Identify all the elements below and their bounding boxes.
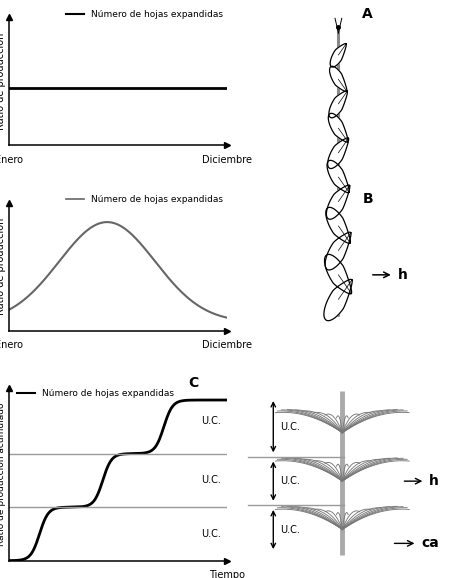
- Legend: Número de hojas expandidas: Número de hojas expandidas: [14, 386, 178, 402]
- Polygon shape: [329, 66, 347, 91]
- Text: h: h: [429, 474, 439, 488]
- Polygon shape: [326, 208, 351, 243]
- Y-axis label: Ratio de producción acumulado: Ratio de producción acumulado: [0, 402, 6, 546]
- Y-axis label: Ratio de producción: Ratio de producción: [0, 218, 6, 315]
- Polygon shape: [330, 43, 346, 67]
- Text: B: B: [362, 192, 373, 206]
- Text: U.C.: U.C.: [280, 422, 300, 432]
- Text: h: h: [398, 268, 407, 282]
- Text: A: A: [362, 7, 373, 21]
- Text: U.C.: U.C.: [201, 475, 220, 486]
- Polygon shape: [329, 91, 347, 118]
- Text: U.C.: U.C.: [201, 416, 220, 425]
- Polygon shape: [327, 160, 349, 192]
- Polygon shape: [328, 113, 348, 142]
- Text: ca: ca: [421, 536, 439, 550]
- Text: U.C.: U.C.: [280, 525, 300, 535]
- Legend: Número de hojas expandidas: Número de hojas expandidas: [62, 192, 226, 208]
- Legend: Número de hojas expandidas: Número de hojas expandidas: [62, 6, 226, 23]
- Polygon shape: [326, 185, 350, 219]
- Polygon shape: [324, 279, 352, 321]
- Text: U.C.: U.C.: [280, 476, 300, 486]
- Polygon shape: [328, 138, 349, 169]
- Text: C: C: [188, 376, 198, 390]
- Polygon shape: [325, 232, 351, 270]
- Polygon shape: [324, 254, 351, 294]
- Text: U.C.: U.C.: [201, 529, 220, 539]
- Y-axis label: Ratio de producción: Ratio de producción: [0, 33, 6, 130]
